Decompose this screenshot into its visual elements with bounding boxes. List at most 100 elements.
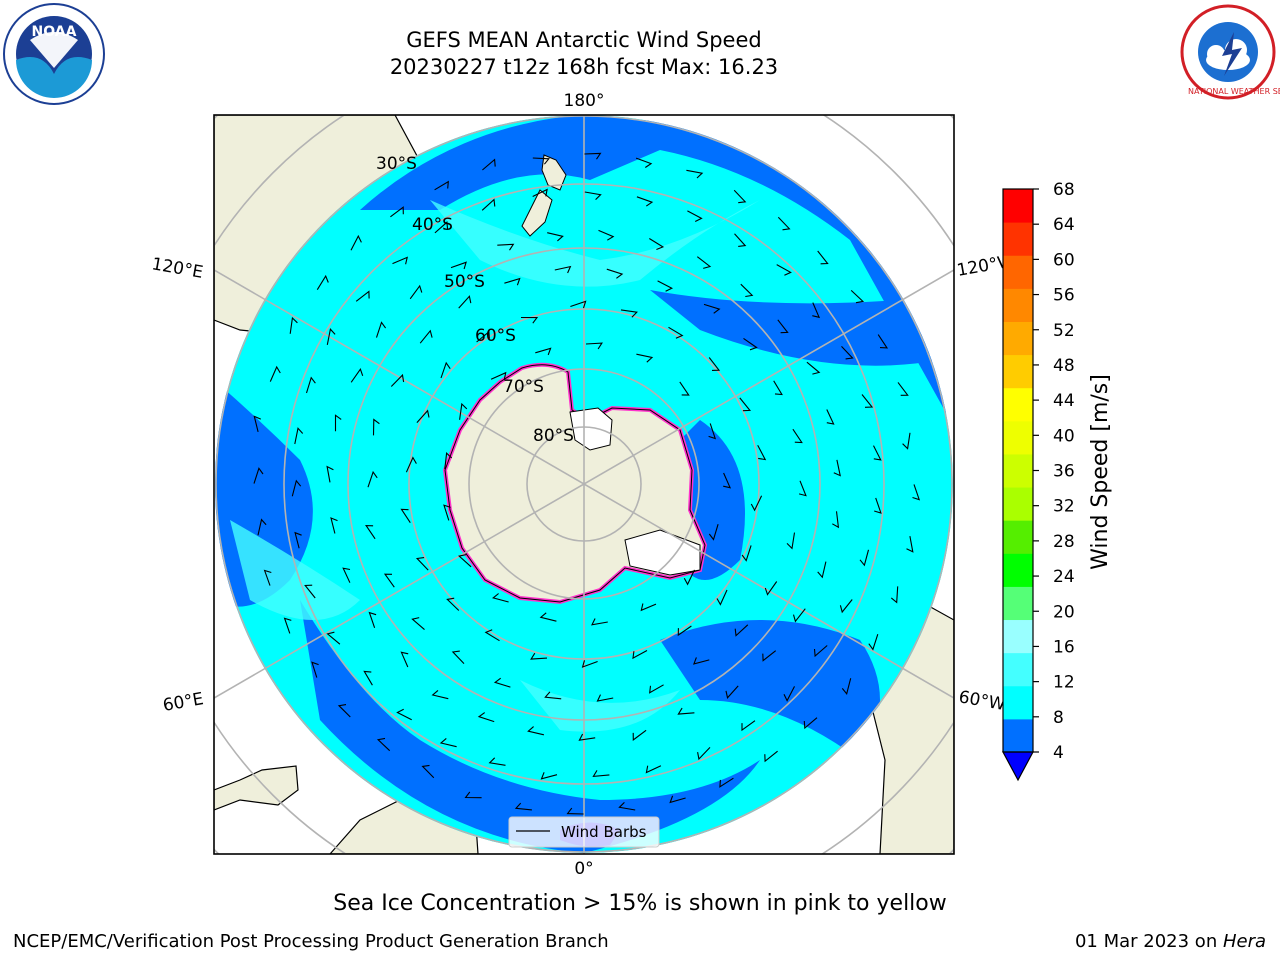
wind-barb <box>723 472 732 489</box>
wind-barb <box>832 511 840 529</box>
wind-barb <box>434 180 449 191</box>
colorbar-label: Wind Speed [m/s] <box>1088 374 1113 570</box>
chart-subtitle: 20230227 t12z 168h fcst Max: 16.23 <box>389 55 779 79</box>
legend-label: Wind Barbs <box>561 823 647 841</box>
parallel-label-50s: 50°S <box>444 272 485 292</box>
wind-barb <box>649 238 665 251</box>
colorbar-tick-label: 68 <box>1053 180 1075 200</box>
wind-barb <box>733 189 747 204</box>
nws-logo-text: NATIONAL WEATHER SERVICE <box>1188 87 1280 96</box>
footer-date: 01 Mar 2023 on <box>1074 931 1223 952</box>
wind-barb <box>578 733 596 741</box>
wind-barb <box>532 157 550 165</box>
wind-barb <box>504 277 521 286</box>
wind-barb <box>632 729 647 741</box>
wind-barb <box>683 569 695 586</box>
colorbar-segment <box>1003 222 1033 256</box>
wind-barb <box>649 684 664 694</box>
colorbar-segment <box>1003 288 1033 322</box>
wind-barb <box>693 657 710 665</box>
wind-barb <box>411 617 425 631</box>
colorbar-tick-label: 40 <box>1053 426 1075 446</box>
wind-barb <box>253 467 264 484</box>
wind-barb <box>514 802 532 811</box>
colorbar-tick-label: 64 <box>1053 215 1075 235</box>
wind-barb <box>792 608 806 623</box>
wind-barb <box>376 737 391 752</box>
wind-barb <box>841 678 852 695</box>
wind-barb <box>620 309 638 318</box>
wind-barb <box>679 381 690 396</box>
wind-barb <box>342 567 351 583</box>
wind-barb <box>416 409 430 423</box>
wind-barb <box>409 284 423 300</box>
wind-barb <box>677 707 695 715</box>
colorbar-tick-label: 4 <box>1053 743 1064 763</box>
wind-barb <box>874 497 882 514</box>
wind-barbs-legend: Wind Barbs <box>508 816 660 848</box>
wind-barb <box>826 409 835 425</box>
colorbar-segment <box>1003 453 1033 488</box>
wind-barb <box>350 234 362 251</box>
colorbar-tick-label: 16 <box>1053 637 1075 657</box>
wind-barb <box>697 747 711 761</box>
new-zealand <box>521 154 567 237</box>
wind-barb <box>859 549 870 567</box>
wind-barb <box>764 750 778 763</box>
wind-barb <box>890 586 899 604</box>
colorbar-segment <box>1003 619 1033 654</box>
wind-barb <box>481 198 496 211</box>
colorbar-tick-label: 32 <box>1053 497 1075 517</box>
wind-barb <box>645 765 662 774</box>
wind-barb <box>773 380 783 396</box>
graticule <box>214 115 954 854</box>
colorbar-segment <box>1003 652 1033 687</box>
wind-barb <box>421 764 435 779</box>
wind-barb <box>367 470 378 488</box>
noaa-logo: NOAA <box>3 3 105 105</box>
wind-barb <box>877 334 889 349</box>
wind-barb <box>368 611 377 628</box>
wind-barb <box>776 264 792 276</box>
colorbar-segment <box>1003 520 1033 554</box>
colorbar-segment <box>1003 387 1033 422</box>
wind-barb <box>902 432 911 450</box>
wind-barb <box>566 807 584 815</box>
wind-barb <box>477 712 495 723</box>
wind-barb <box>591 618 608 626</box>
colorbar-under-arrow <box>1001 751 1035 782</box>
wind-barb <box>520 316 539 324</box>
antarctica <box>442 362 708 605</box>
wind-barb <box>392 256 408 265</box>
wind-barb <box>405 456 417 473</box>
parallel-label-60s: 60°S <box>475 326 516 346</box>
wind-barb <box>739 397 752 412</box>
wind-barb <box>592 770 610 778</box>
wind-barb <box>606 268 624 279</box>
wind-barb <box>798 480 807 497</box>
wind-barb <box>708 423 717 440</box>
parallel-label-70s: 70°S <box>503 377 544 397</box>
colorbar-tick-label: 36 <box>1053 462 1075 482</box>
wind-barb <box>618 802 636 811</box>
wind-barb <box>431 689 449 700</box>
colorbar-segment <box>1003 189 1033 223</box>
wind-barb <box>734 624 749 637</box>
colorbar-segment <box>1003 685 1033 720</box>
wind-barb <box>311 661 319 678</box>
wind-barb <box>813 645 828 658</box>
wind-barb <box>703 303 721 314</box>
wind-barb <box>492 593 509 603</box>
wind-barb <box>554 265 572 274</box>
colorbar-tick-label: 52 <box>1053 321 1075 341</box>
wind-barb <box>764 581 778 596</box>
wind-barb <box>459 402 468 420</box>
colorbar-tick-label: 24 <box>1053 567 1075 587</box>
wind-barb <box>598 229 615 241</box>
wind-barb <box>263 569 272 586</box>
wind-barb <box>482 158 496 171</box>
wind-barb <box>657 280 674 292</box>
wind-barb <box>635 157 653 168</box>
wind-barb <box>291 479 302 497</box>
noaa-logo-text: NOAA <box>32 24 77 40</box>
